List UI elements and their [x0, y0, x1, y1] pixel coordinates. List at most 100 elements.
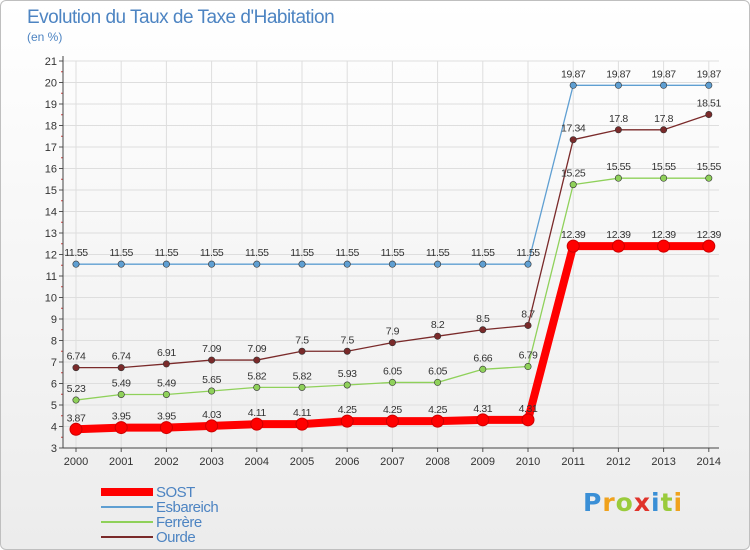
data-point-ourde[interactable]	[117, 364, 125, 372]
data-point-esbareich[interactable]	[162, 260, 170, 268]
data-point-ferr-re[interactable]	[388, 378, 396, 386]
data-label-esbareich: 11.55	[516, 247, 540, 259]
data-label-ferr-re: 6.05	[428, 365, 447, 377]
logo-letter: o	[615, 488, 634, 517]
data-point-sost[interactable]	[385, 414, 399, 428]
data-label-ourde: 17.34	[561, 123, 586, 135]
data-label-sost: 3.87	[67, 412, 86, 424]
data-point-sost[interactable]	[340, 414, 354, 428]
data-point-ferr-re[interactable]	[208, 387, 216, 395]
data-point-ourde[interactable]	[434, 332, 442, 340]
data-point-ferr-re[interactable]	[343, 381, 351, 389]
data-point-ourde[interactable]	[253, 356, 261, 364]
data-point-esbareich[interactable]	[72, 260, 80, 268]
data-point-sost[interactable]	[702, 239, 716, 253]
y-tick-label: 16	[45, 164, 57, 176]
legend-label-ferrere: Ferrère	[156, 514, 202, 531]
data-point-ourde[interactable]	[388, 339, 396, 347]
data-point-sost[interactable]	[431, 414, 445, 428]
data-point-ferr-re[interactable]	[660, 174, 668, 182]
data-point-sost[interactable]	[566, 239, 580, 253]
data-point-sost[interactable]	[295, 417, 309, 431]
data-point-esbareich[interactable]	[388, 260, 396, 268]
data-label-esbareich: 11.55	[245, 247, 269, 259]
data-point-sost[interactable]	[476, 413, 490, 427]
legend-item-ferrere[interactable]: Ferrère	[101, 514, 321, 531]
data-point-sost[interactable]	[250, 417, 264, 431]
data-point-sost[interactable]	[205, 419, 219, 433]
data-point-sost[interactable]	[69, 422, 83, 436]
data-point-ferr-re[interactable]	[569, 181, 577, 189]
x-tick-label: 2009	[471, 456, 495, 468]
legend-item-sost[interactable]: SOST	[101, 484, 321, 501]
data-label-esbareich: 11.55	[381, 247, 405, 259]
data-label-ourde: 7.09	[202, 343, 221, 355]
data-label-ferr-re: 5.82	[293, 370, 312, 382]
y-tick-label: 20	[45, 78, 57, 90]
data-label-esbareich: 11.55	[471, 247, 495, 259]
data-point-ferr-re[interactable]	[524, 363, 532, 371]
data-label-sost: 4.31	[519, 403, 538, 415]
grid-lines	[63, 60, 719, 449]
data-point-ourde[interactable]	[569, 136, 577, 144]
legend-item-ourde[interactable]: Ourde	[101, 529, 321, 546]
data-label-ourde: 17.8	[609, 113, 628, 125]
x-tick-label: 2001	[109, 456, 133, 468]
y-tick-label: 6	[51, 379, 57, 391]
y-tick-label: 5	[51, 400, 57, 412]
data-label-sost: 4.11	[293, 407, 312, 419]
data-point-ferr-re[interactable]	[298, 383, 306, 391]
data-point-ourde[interactable]	[479, 326, 487, 334]
data-point-ourde[interactable]	[660, 126, 668, 134]
y-tick-label: 21	[45, 56, 57, 68]
data-point-ferr-re[interactable]	[479, 365, 487, 373]
data-point-ourde[interactable]	[524, 321, 532, 329]
data-label-ourde: 18.51	[697, 98, 722, 110]
data-point-ourde[interactable]	[298, 347, 306, 355]
data-point-ferr-re[interactable]	[162, 390, 170, 398]
data-point-esbareich[interactable]	[524, 260, 532, 268]
data-label-ferr-re: 6.79	[519, 350, 538, 362]
data-point-esbareich[interactable]	[298, 260, 306, 268]
data-point-esbareich[interactable]	[208, 260, 216, 268]
x-tick-label: 2003	[199, 456, 223, 468]
data-point-ferr-re[interactable]	[253, 383, 261, 391]
data-label-ferr-re: 6.05	[383, 365, 402, 377]
data-point-ourde[interactable]	[705, 111, 713, 119]
data-point-esbareich[interactable]	[117, 260, 125, 268]
data-point-sost[interactable]	[611, 239, 625, 253]
data-point-ferr-re[interactable]	[72, 396, 80, 404]
data-point-esbareich[interactable]	[569, 81, 577, 89]
x-tick-label: 2011	[561, 456, 585, 468]
data-point-ourde[interactable]	[614, 126, 622, 134]
data-point-esbareich[interactable]	[705, 81, 713, 89]
legend-item-esbareich[interactable]: Esbareich	[101, 499, 321, 516]
data-point-ourde[interactable]	[72, 364, 80, 372]
data-point-esbareich[interactable]	[479, 260, 487, 268]
data-point-esbareich[interactable]	[434, 260, 442, 268]
data-point-esbareich[interactable]	[253, 260, 261, 268]
data-point-sost[interactable]	[521, 413, 535, 427]
legend-swatch-sost	[101, 488, 153, 496]
data-point-ourde[interactable]	[343, 347, 351, 355]
y-tick-label: 4	[51, 422, 57, 434]
data-point-ferr-re[interactable]	[434, 378, 442, 386]
data-point-sost[interactable]	[159, 421, 173, 435]
data-point-ourde[interactable]	[162, 360, 170, 368]
data-point-ferr-re[interactable]	[117, 390, 125, 398]
x-tick-label: 2010	[516, 456, 540, 468]
data-point-sost[interactable]	[114, 421, 128, 435]
data-point-esbareich[interactable]	[660, 81, 668, 89]
data-point-ferr-re[interactable]	[614, 174, 622, 182]
data-label-ourde: 7.5	[295, 334, 309, 346]
data-point-sost[interactable]	[657, 239, 671, 253]
data-label-ferr-re: 15.25	[561, 168, 586, 180]
data-point-esbareich[interactable]	[614, 81, 622, 89]
data-point-ferr-re[interactable]	[705, 174, 713, 182]
data-point-esbareich[interactable]	[343, 260, 351, 268]
data-point-ourde[interactable]	[208, 356, 216, 364]
data-label-ferr-re: 15.55	[697, 161, 722, 173]
y-tick-label: 17	[45, 142, 57, 154]
data-label-ferr-re: 5.65	[202, 374, 221, 386]
